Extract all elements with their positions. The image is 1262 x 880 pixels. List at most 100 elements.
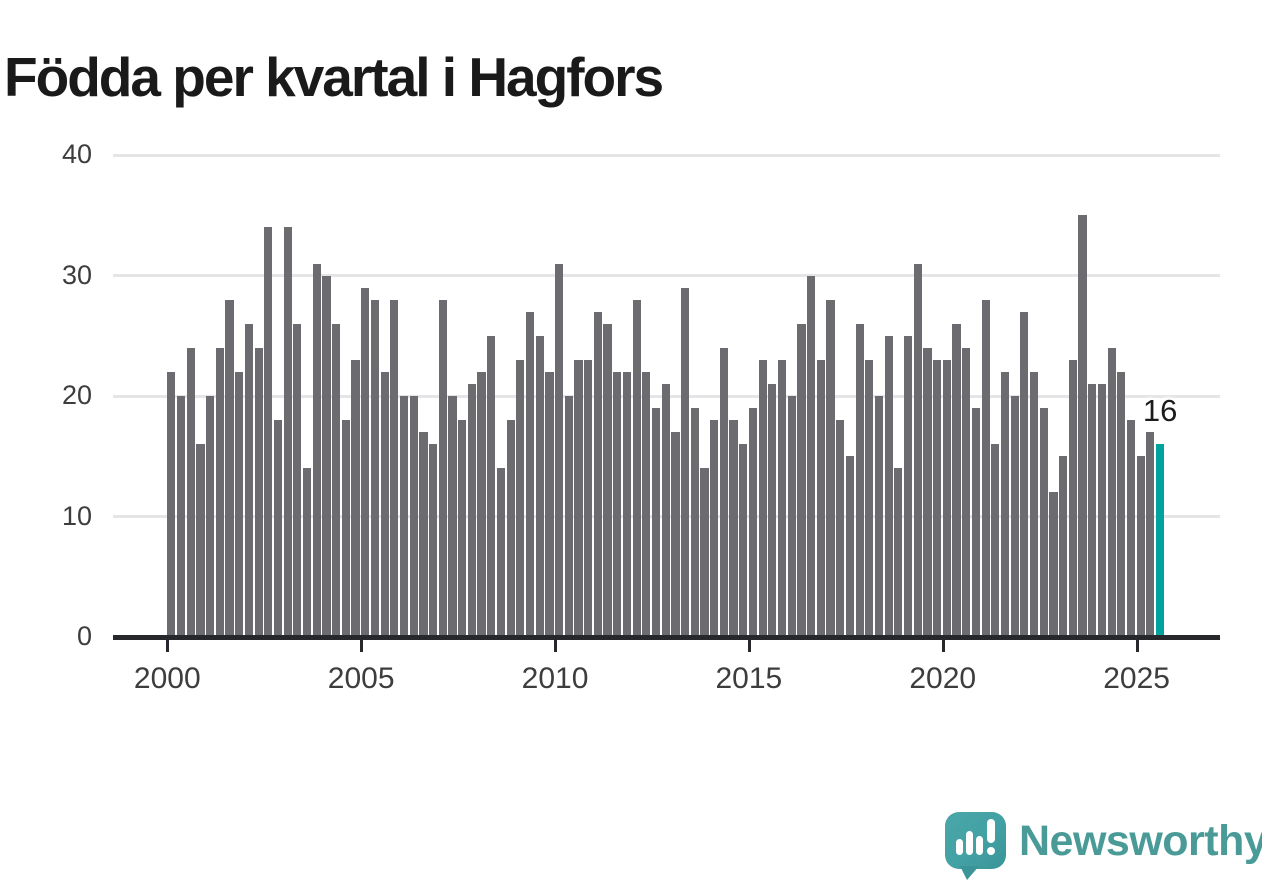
x-axis-label-2005: 2005 (327, 662, 395, 695)
bar-quarter (506, 420, 515, 637)
bar-quarter (777, 359, 787, 637)
bar-quarter (903, 335, 913, 637)
bar-quarter (1029, 372, 1039, 637)
gridline-y30 (113, 274, 1220, 278)
bar-quarter (642, 372, 651, 637)
bar-quarter (167, 372, 176, 637)
bar-quarter (380, 372, 389, 637)
bar-quarter (729, 420, 738, 637)
x-axis-tick-2020 (941, 639, 945, 652)
bar-quarter (312, 263, 321, 637)
bar-quarter (710, 420, 719, 637)
bar-quarter (273, 420, 283, 637)
bar-quarter (516, 359, 525, 637)
bar-quarter (884, 335, 893, 637)
bar-quarter (768, 384, 777, 637)
bar-quarter (458, 420, 467, 637)
bar-quarter (487, 335, 496, 637)
bar-quarter (603, 323, 612, 637)
bar-quarter (622, 372, 632, 637)
bar-quarter (361, 287, 370, 637)
bar-quarter (1000, 372, 1010, 637)
bar-quarter (429, 444, 438, 637)
bar-quarter (215, 347, 224, 637)
bar-quarter (1088, 384, 1097, 637)
bar-quarter (758, 359, 767, 637)
bar-quarter (671, 432, 680, 637)
bar-quarter (632, 299, 641, 637)
bar-quarter (913, 263, 922, 637)
x-axis-tick-2000 (166, 639, 170, 652)
bar-quarter (1039, 408, 1048, 637)
bar-quarter (176, 396, 186, 637)
bar-quarter (739, 444, 748, 637)
bar-quarter (1117, 372, 1126, 637)
bar-quarter (535, 335, 544, 637)
bar-quarter (545, 372, 554, 637)
bar-quarter (826, 299, 835, 637)
bar-quarter (264, 227, 273, 637)
newsworthy-chart-bubble-icon (945, 812, 1006, 869)
bar-quarter (1078, 215, 1087, 637)
bar-quarter (1010, 396, 1019, 637)
bar-quarter (390, 299, 399, 637)
logo-exclamation-icon (987, 819, 995, 843)
x-axis-label-2015: 2015 (715, 662, 783, 695)
bar-quarter (186, 347, 195, 637)
bar-quarter (816, 359, 825, 637)
logo-bar-icon (976, 836, 983, 855)
bar-quarter (874, 396, 884, 637)
bar-quarter (574, 359, 583, 637)
bar-quarter (1059, 456, 1068, 637)
logo-bar-icon (966, 831, 973, 855)
bar-quarter (1107, 347, 1116, 637)
bar-quarter (1020, 311, 1029, 637)
bar-quarter (244, 323, 254, 637)
bar-quarter (254, 347, 263, 637)
bar-quarter (293, 323, 302, 637)
bar-quarter (1068, 359, 1077, 637)
bar-quarter (525, 311, 535, 637)
bar-quarter (593, 311, 602, 637)
bar-quarter (952, 323, 961, 637)
bar-quarter (807, 275, 816, 637)
bar-quarter (748, 408, 758, 637)
logo-bar-icon (956, 839, 963, 855)
bar-quarter (836, 420, 845, 637)
x-axis-label-2025: 2025 (1103, 662, 1170, 695)
bar-quarter (894, 468, 903, 637)
newsworthy-wordmark: Newsworthy (1019, 817, 1262, 865)
y-axis-label-0: 0 (76, 621, 92, 651)
bar-quarter (438, 299, 447, 637)
y-axis-label-10: 10 (61, 500, 92, 531)
logo-bubble-tail (960, 866, 979, 880)
last-value-annotation: 16 (1142, 393, 1178, 428)
x-axis-tick-2010 (554, 639, 558, 652)
bar-quarter (845, 456, 854, 637)
bar-quarter (1146, 432, 1155, 637)
bar-quarter (1136, 456, 1145, 637)
bar-quarter (661, 384, 670, 637)
bar-quarter (719, 347, 728, 637)
bar-quarter (584, 359, 593, 637)
bar-quarter (855, 323, 864, 637)
bar-quarter (1097, 384, 1106, 637)
bar-quarter (991, 444, 1000, 637)
bar-quarter (351, 359, 360, 637)
bar-quarter (448, 396, 457, 637)
x-axis-tick-2015 (747, 639, 751, 652)
bar-quarter (1049, 492, 1058, 637)
bar-quarter (235, 372, 244, 637)
bar-quarter (283, 227, 292, 637)
highlighted-bar-2025Q3 (1155, 444, 1165, 637)
chart-title: Födda per kvartal i Hagfors (4, 45, 664, 108)
y-axis-label-20: 20 (61, 380, 92, 411)
bar-quarter (962, 347, 971, 637)
y-axis-label-30: 30 (61, 259, 92, 290)
x-axis-tick-2005 (360, 639, 364, 652)
bar-quarter (981, 299, 990, 637)
bar-quarter (206, 396, 215, 637)
x-axis-label-2020: 2020 (909, 662, 977, 695)
bar-quarter (1126, 420, 1136, 637)
bar-quarter (700, 468, 709, 637)
